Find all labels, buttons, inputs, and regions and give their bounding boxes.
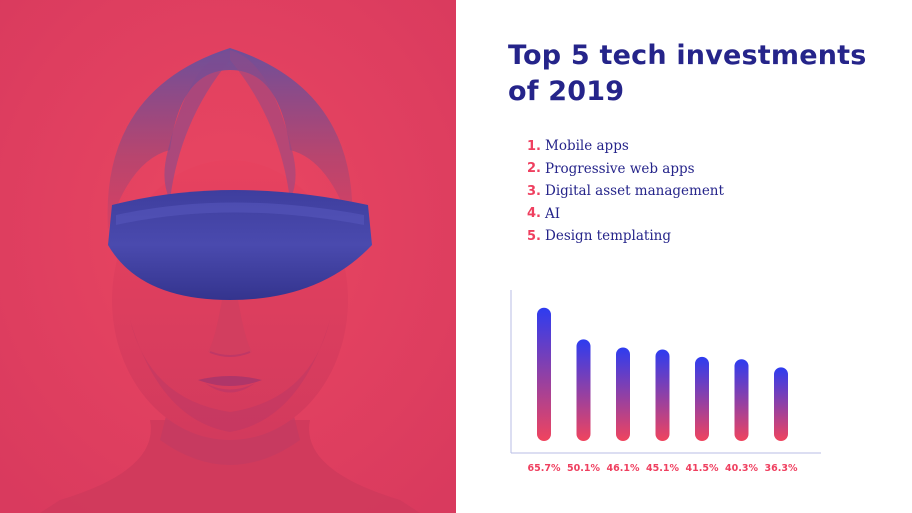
bar-label-6: 40.3% — [725, 463, 758, 474]
bar-label-2: 50.1% — [567, 463, 600, 474]
list-item-number: 5. — [527, 228, 541, 244]
list-item: 1. Mobile apps — [527, 135, 724, 158]
bar-2 — [576, 339, 591, 441]
list-item-number: 2. — [527, 161, 541, 177]
bar-3 — [616, 347, 630, 441]
list-item-label: Design templating — [545, 228, 671, 245]
bar-label-4: 45.1% — [646, 463, 679, 474]
list-item-label: Digital asset management — [545, 183, 724, 200]
bar-7 — [774, 367, 788, 441]
bar-1 — [537, 307, 551, 441]
list-item-label: Progressive web apps — [545, 160, 695, 177]
list-item-label: Mobile apps — [545, 138, 629, 155]
investment-list: 1. Mobile apps 2. Progressive web apps 3… — [527, 135, 724, 248]
bar-label-3: 46.1% — [607, 463, 640, 474]
bar-label-1: 65.7% — [528, 463, 561, 474]
list-item: 4. AI — [527, 203, 724, 226]
bar-chart: 65.7% 50.1% 46.1% 45.1% 41.5% 40.3% 36.3% — [510, 290, 821, 474]
woman-with-visor-illustration — [0, 0, 456, 513]
content-panel: Top 5 tech investments of 2019 1. Mobile… — [456, 0, 912, 513]
bar-6 — [734, 359, 749, 441]
list-item-label: AI — [545, 205, 561, 222]
page-title: Top 5 tech investments of 2019 — [508, 40, 867, 107]
bar-5 — [695, 356, 709, 441]
list-item-number: 3. — [527, 183, 541, 199]
bar-label-7: 36.3% — [765, 463, 798, 474]
list-item-number: 4. — [527, 206, 541, 222]
list-item: 5. Design templating — [527, 225, 724, 248]
list-item-number: 1. — [527, 138, 541, 154]
hero-photo — [0, 0, 456, 513]
bar-label-5: 41.5% — [686, 463, 719, 474]
list-item: 2. Progressive web apps — [527, 158, 724, 181]
bar-4 — [655, 349, 670, 441]
list-item: 3. Digital asset management — [527, 180, 724, 203]
